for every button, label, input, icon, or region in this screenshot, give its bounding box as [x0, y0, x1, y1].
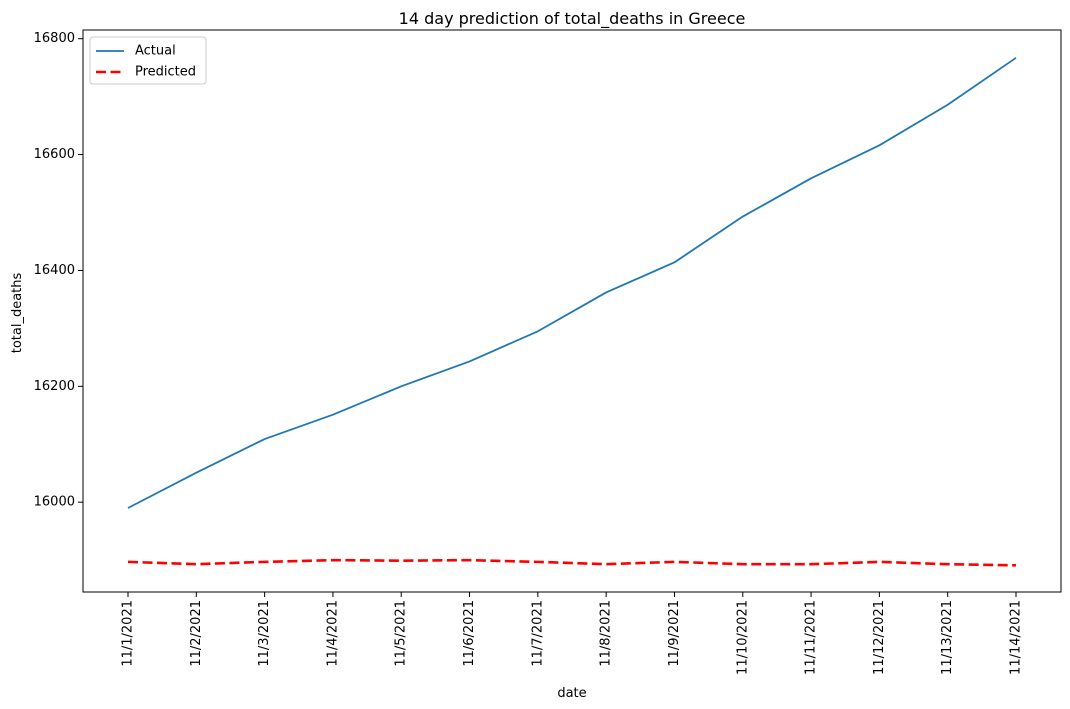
plot-frame: [82, 29, 1062, 593]
legend-label-actual: Actual: [135, 44, 176, 59]
x-tick-label: 11/3/2021: [257, 600, 272, 667]
x-axis-label: date: [557, 686, 586, 701]
x-tick-label: 11/4/2021: [325, 600, 340, 667]
x-tick-label: 11/9/2021: [667, 600, 682, 667]
x-tick-label: 11/2/2021: [189, 600, 204, 667]
x-tick-label: 11/12/2021: [872, 600, 887, 675]
y-tick-label: 16600: [34, 147, 75, 162]
x-tick-label: 11/10/2021: [735, 600, 750, 675]
x-tick-label: 11/5/2021: [394, 600, 409, 667]
x-tick-label: 11/8/2021: [599, 600, 614, 667]
y-tick-label: 16000: [34, 495, 75, 510]
series-line-predicted: [127, 558, 1017, 567]
x-tick-label: 11/1/2021: [121, 600, 136, 667]
legend-label-predicted: Predicted: [135, 65, 196, 80]
chart-title: 14 day prediction of total_deaths in Gre…: [399, 9, 746, 29]
y-tick-label: 16800: [34, 31, 75, 46]
x-tick-label: 11/11/2021: [804, 600, 819, 675]
y-axis-label: total_deaths: [10, 273, 25, 354]
y-tick-label: 16200: [34, 379, 75, 394]
x-tick-label: 11/6/2021: [462, 600, 477, 667]
series-line-actual: [127, 57, 1017, 509]
y-tick-label: 16400: [34, 263, 75, 278]
legend: Actual Predicted: [89, 36, 207, 85]
x-tick-label: 11/13/2021: [940, 600, 955, 675]
x-tick-label: 11/14/2021: [1009, 600, 1024, 675]
plot-area: 11/1/2021 11/2/2021 11/3/2021 11/4/2021 11/5…: [34, 29, 1062, 675]
x-tick-label: 11/7/2021: [530, 600, 545, 667]
